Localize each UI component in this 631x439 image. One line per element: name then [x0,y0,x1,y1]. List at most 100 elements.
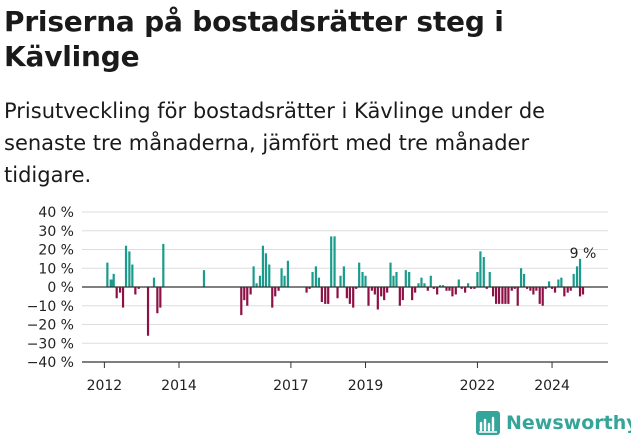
bar [110,279,113,287]
newsworthy-logo-icon [476,411,500,435]
newsworthy-brand-text: Newsworthy [506,412,631,434]
bar [311,272,314,287]
bar [532,287,535,295]
bar [442,285,445,287]
bar [364,275,367,287]
bar [286,260,290,287]
bar [156,287,159,314]
bar [342,266,345,287]
bar [544,287,547,289]
bar [507,287,510,304]
bar [246,287,249,306]
bar [408,272,411,287]
x-tick-label: 2019 [348,378,384,394]
bar [137,287,140,289]
bar [485,287,488,289]
bar [162,243,165,287]
bar [308,287,311,289]
bar [305,287,308,293]
bar [420,277,423,287]
bar [112,273,115,287]
bar [448,287,451,291]
bar [563,287,566,297]
bar [271,287,274,308]
bar [467,283,470,287]
bar [572,273,575,287]
bar [525,287,529,289]
bar [569,287,572,291]
bar [464,287,467,293]
bar [373,287,376,295]
bar [457,279,460,287]
bar [560,277,563,287]
bar [414,287,417,293]
x-tick-label: 2024 [534,378,570,394]
bar [280,268,283,287]
y-tick-label: 10 % [38,261,74,277]
x-tick-label: 2014 [161,378,197,394]
bar [352,287,355,308]
bar [535,287,538,291]
bar [261,245,265,287]
bar [376,287,379,310]
x-tick-label: 2012 [87,378,123,394]
bar [243,287,246,301]
bar [327,287,330,304]
bar [550,287,554,289]
y-tick-label: −10 % [27,299,74,315]
bar [398,287,401,306]
bar [578,287,582,297]
bar [249,287,252,295]
bar [479,251,482,287]
bar [392,275,395,287]
bar [501,287,504,304]
bar [134,287,137,295]
bar [159,287,162,308]
bar [367,287,370,306]
bar [553,287,557,293]
bar [454,287,457,295]
bar [575,266,579,287]
y-tick-label: 0 % [47,280,74,296]
bar [473,287,476,289]
bar [504,287,507,304]
y-tick-label: 20 % [38,243,74,259]
bar [152,277,156,287]
y-tick-label: 30 % [38,224,74,240]
bar [389,262,392,287]
bar [314,266,318,287]
bar [429,275,432,287]
bar [202,270,206,287]
bar [339,275,342,287]
bar [355,287,358,289]
bar [324,287,327,304]
bar [317,277,320,287]
bar [566,287,569,293]
bar [488,272,491,287]
bar [516,287,519,306]
bar [436,287,439,295]
bar [115,287,118,299]
bar [578,258,582,287]
x-tick-label: 2017 [273,378,309,394]
bar [581,287,585,295]
bar [426,287,429,291]
bars [106,236,585,336]
bar [274,287,277,297]
bar [513,287,516,289]
bar [109,279,112,287]
bar [519,268,523,287]
bar [330,236,333,287]
bar [258,275,262,287]
bar [439,285,442,287]
bar [411,287,414,301]
bar [320,287,323,302]
bar [557,279,560,287]
bar [146,287,150,336]
y-tick-label: 40 % [38,205,74,221]
bar [460,287,463,289]
bar [277,287,280,291]
bar [494,287,498,304]
chart-subtitle: Prisutveckling för bostadsrätter i Kävli… [4,99,546,187]
